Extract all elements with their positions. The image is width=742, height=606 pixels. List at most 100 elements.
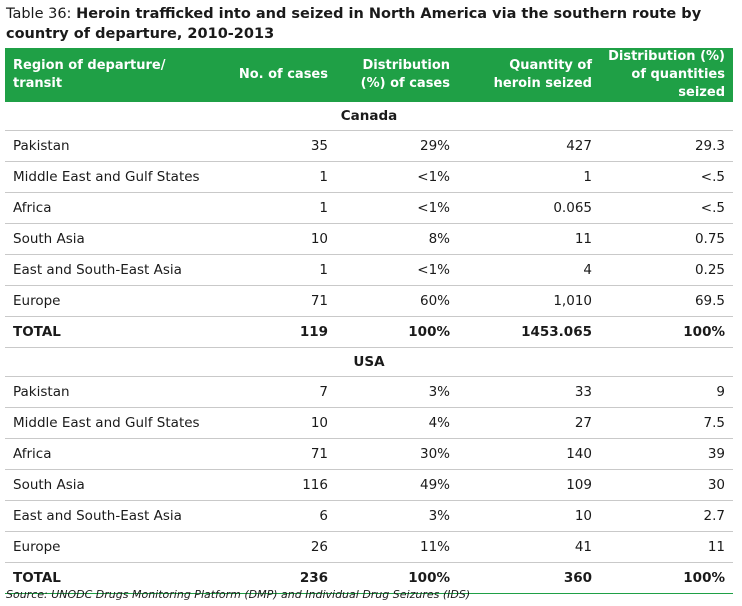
cell-region: Middle East and Gulf States xyxy=(5,161,220,193)
cell-quantity: 140 xyxy=(458,438,600,470)
cell-cases: 6 xyxy=(220,500,336,532)
cell-dist-quantity: 7.5 xyxy=(600,407,733,439)
cell-dist-quantity: 100% xyxy=(600,316,733,348)
cell-region: Africa xyxy=(5,438,220,470)
total-row: TOTAL 119 100% 1453.065 100% xyxy=(5,316,733,348)
cell-region: South Asia xyxy=(5,223,220,255)
cell-region: Africa xyxy=(5,192,220,224)
cell-cases: 1 xyxy=(220,161,336,193)
cell-dist-cases: 100% xyxy=(336,562,458,594)
cell-dist-cases: 100% xyxy=(336,316,458,348)
table-row: Pakistan 35 29% 427 29.3 xyxy=(5,130,733,162)
cell-region: Middle East and Gulf States xyxy=(5,407,220,439)
cell-region: East and South-East Asia xyxy=(5,500,220,532)
caption-prefix: Table 36: xyxy=(6,6,77,22)
table-row: South Asia 10 8% 11 0.75 xyxy=(5,223,733,255)
cell-cases: 71 xyxy=(220,438,336,470)
cell-cases: 236 xyxy=(220,562,336,594)
cell-quantity: 10 xyxy=(458,500,600,532)
cell-cases: 26 xyxy=(220,531,336,563)
header-quantity: Quantity of heroin seized xyxy=(493,58,592,91)
header-row: Region of departure/ transit No. of case… xyxy=(5,48,733,102)
table-row: Middle East and Gulf States 1 <1% 1 <.5 xyxy=(5,161,733,193)
header-region: Region of departure/ transit xyxy=(13,58,166,91)
cell-region: Europe xyxy=(5,531,220,563)
cell-dist-quantity: <.5 xyxy=(600,161,733,193)
table-row: Europe 71 60% 1,010 69.5 xyxy=(5,285,733,317)
cell-dist-quantity: 2.7 xyxy=(600,500,733,532)
section-row-usa: USA xyxy=(5,347,733,377)
cell-dist-quantity: 0.25 xyxy=(600,254,733,286)
cell-region: East and South-East Asia xyxy=(5,254,220,286)
cell-dist-quantity: <.5 xyxy=(600,192,733,224)
table-row: Africa 1 <1% 0.065 <.5 xyxy=(5,192,733,224)
cell-region: Pakistan xyxy=(5,130,220,162)
cell-region: TOTAL xyxy=(5,562,220,594)
cell-cases: 1 xyxy=(220,192,336,224)
cell-dist-cases: 8% xyxy=(336,223,458,255)
cell-quantity: 360 xyxy=(458,562,600,594)
cell-dist-quantity: 100% xyxy=(600,562,733,594)
cell-cases: 1 xyxy=(220,254,336,286)
cell-dist-cases: 30% xyxy=(336,438,458,470)
cell-dist-quantity: 39 xyxy=(600,438,733,470)
caption-title: Heroin trafficked into and seized in Nor… xyxy=(6,6,702,42)
cell-dist-quantity: 29.3 xyxy=(600,130,733,162)
table-row: East and South-East Asia 6 3% 10 2.7 xyxy=(5,500,733,532)
cell-dist-cases: 49% xyxy=(336,469,458,501)
cell-cases: 7 xyxy=(220,376,336,408)
total-row: TOTAL 236 100% 360 100% xyxy=(5,562,733,594)
cell-dist-quantity: 11 xyxy=(600,531,733,563)
table-body: Canada Pakistan 35 29% 427 29.3 Middle East a… xyxy=(5,102,733,594)
cell-quantity: 4 xyxy=(458,254,600,286)
section-row-canada: Canada xyxy=(5,102,733,131)
cell-quantity: 1 xyxy=(458,161,600,193)
cell-quantity: 427 xyxy=(458,130,600,162)
cell-dist-cases: 3% xyxy=(336,500,458,532)
cell-cases: 116 xyxy=(220,469,336,501)
header-cases: No. of cases xyxy=(238,67,328,82)
cell-dist-cases: 29% xyxy=(336,130,458,162)
table-row: Europe 26 11% 41 11 xyxy=(5,531,733,563)
table-row: Middle East and Gulf States 10 4% 27 7.5 xyxy=(5,407,733,439)
cell-quantity: 41 xyxy=(458,531,600,563)
cell-quantity: 27 xyxy=(458,407,600,439)
cell-region: South Asia xyxy=(5,469,220,501)
cell-region: Europe xyxy=(5,285,220,317)
table-row: South Asia 116 49% 109 30 xyxy=(5,469,733,501)
cell-cases: 10 xyxy=(220,407,336,439)
header-dist-cases: Distribution (%) of cases xyxy=(360,58,450,91)
table-row: Pakistan 7 3% 33 9 xyxy=(5,376,733,408)
cell-cases: 35 xyxy=(220,130,336,162)
cell-dist-cases: 60% xyxy=(336,285,458,317)
cell-quantity: 1,010 xyxy=(458,285,600,317)
cell-quantity: 0.065 xyxy=(458,192,600,224)
cell-dist-quantity: 0.75 xyxy=(600,223,733,255)
section-label: Canada xyxy=(5,102,733,131)
cell-dist-quantity: 69.5 xyxy=(600,285,733,317)
table-caption: Table 36: Heroin trafficked into and sei… xyxy=(6,4,738,44)
cell-dist-quantity: 30 xyxy=(600,469,733,501)
cell-cases: 10 xyxy=(220,223,336,255)
table-row: Africa 71 30% 140 39 xyxy=(5,438,733,470)
cell-dist-cases: 3% xyxy=(336,376,458,408)
section-label: USA xyxy=(5,347,733,377)
cell-dist-cases: <1% xyxy=(336,192,458,224)
cell-quantity: 1453.065 xyxy=(458,316,600,348)
cell-region: TOTAL xyxy=(5,316,220,348)
cell-quantity: 33 xyxy=(458,376,600,408)
cell-region: Pakistan xyxy=(5,376,220,408)
cell-quantity: 11 xyxy=(458,223,600,255)
cell-cases: 119 xyxy=(220,316,336,348)
table-row: East and South-East Asia 1 <1% 4 0.25 xyxy=(5,254,733,286)
cell-dist-cases: 11% xyxy=(336,531,458,563)
cell-dist-cases: 4% xyxy=(336,407,458,439)
heroin-table: Region of departure/ transit No. of case… xyxy=(5,48,733,594)
cell-dist-quantity: 9 xyxy=(600,376,733,408)
cell-dist-cases: <1% xyxy=(336,161,458,193)
cell-dist-cases: <1% xyxy=(336,254,458,286)
cell-cases: 71 xyxy=(220,285,336,317)
header-dist-quantity: Distribution (%) of quantities seized xyxy=(608,49,725,100)
source-note: Source: UNODC Drugs Monitoring Platform … xyxy=(6,588,471,601)
